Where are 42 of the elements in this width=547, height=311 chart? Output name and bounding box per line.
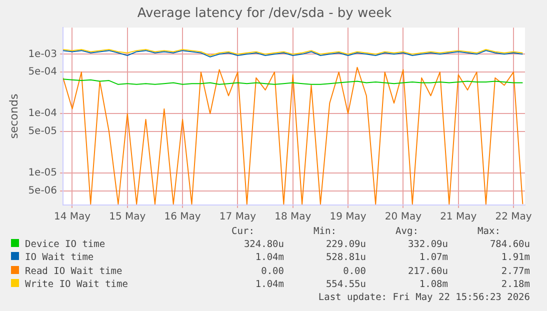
y-tick-label: 5e-06: [28, 186, 58, 197]
text: 1.04m: [254, 278, 284, 292]
text: 554.55u: [324, 278, 366, 292]
text: 1.91m: [500, 251, 530, 264]
x-tick-label: 22 May: [495, 212, 532, 223]
text: 324.80u: [242, 238, 284, 251]
legend-label: Device IO time: [25, 238, 106, 250]
text: 2.77m: [500, 264, 530, 278]
x-tick-label: 21 May: [440, 212, 477, 223]
x-tick-label: 18 May: [274, 212, 312, 223]
x-tick-label: 20 May: [384, 212, 422, 223]
x-tick-label: 14 May: [54, 212, 91, 223]
text: 1.08m: [418, 278, 448, 292]
text: Max:: [476, 226, 502, 238]
y-tick-label: 1e-03: [28, 48, 58, 60]
x-tick-label: 16 May: [164, 212, 201, 223]
x-tick-label: 15 May: [109, 212, 146, 223]
text: 0.00: [342, 264, 366, 278]
text: Min:: [312, 226, 338, 238]
legend-label: Write IO Wait time: [25, 279, 128, 290]
x-tick-label: 17 May: [219, 212, 256, 223]
y-tick-label: 5e-04: [28, 66, 58, 78]
legend-label: IO Wait time: [25, 252, 94, 263]
text: 784.60u: [488, 238, 530, 251]
text: 528.81u: [324, 251, 366, 264]
text: 1.04m: [254, 251, 284, 264]
text: Last update: Fri May 22 15:56:23 2026: [317, 292, 530, 303]
text: Avg:: [394, 226, 420, 238]
text: 217.60u: [406, 264, 448, 278]
text: 2.18m: [500, 278, 530, 292]
y-axis-title: seconds: [7, 94, 20, 139]
text: 1.07m: [418, 251, 448, 264]
y-tick-label: 5e-05: [28, 126, 58, 138]
legend-label: Read IO Wait time: [25, 266, 122, 276]
text: Cur:: [230, 226, 256, 238]
x-tick-label: 19 May: [330, 212, 366, 223]
y-tick-label: 1e-04: [28, 108, 58, 120]
text: 229.09u: [324, 238, 366, 251]
chart-title: Average latency for /dev/sda - by week: [137, 6, 392, 22]
y-tick-label: 1e-05: [28, 168, 58, 179]
text: 0.00: [260, 264, 284, 278]
text: 332.09u: [406, 238, 448, 251]
